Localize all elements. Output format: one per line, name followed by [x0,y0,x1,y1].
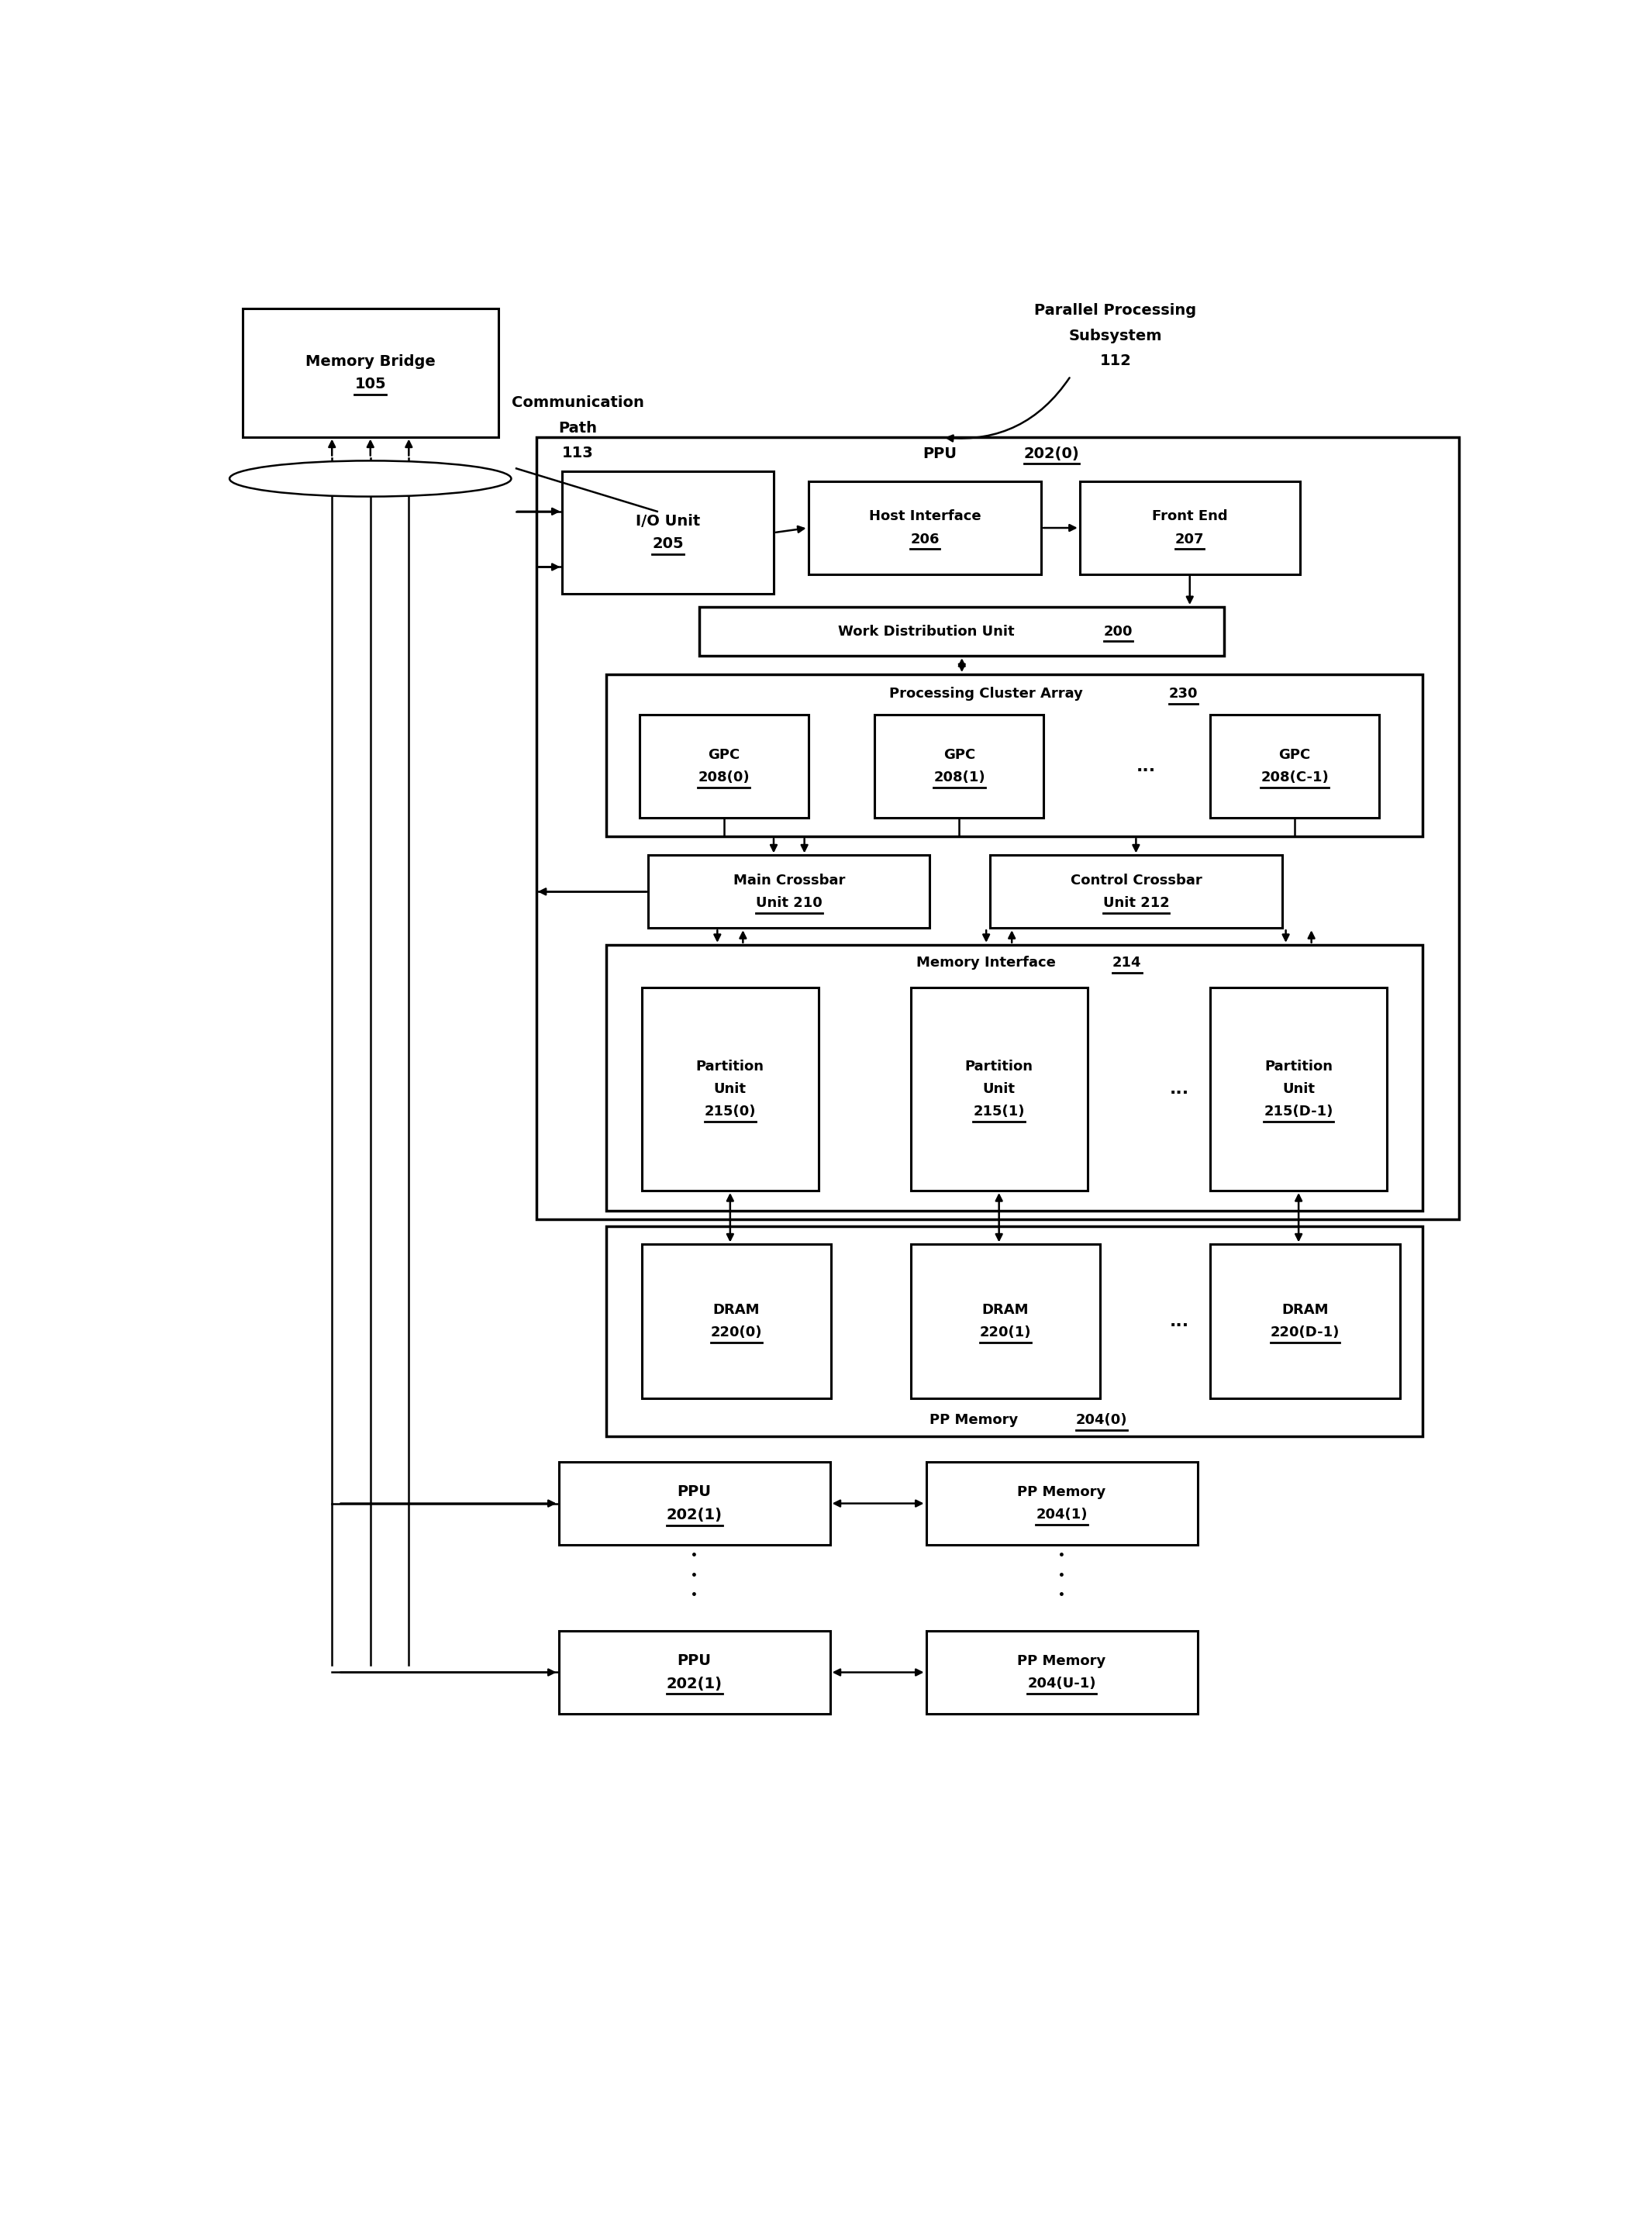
Text: 113: 113 [562,445,593,460]
Text: 220(1): 220(1) [980,1326,1031,1339]
Text: 215(1): 215(1) [973,1104,1024,1120]
Text: 220(0): 220(0) [710,1326,762,1339]
Text: 215(0): 215(0) [704,1104,757,1120]
Text: Front End: Front End [1151,509,1227,524]
Text: 230: 230 [1170,686,1198,702]
Bar [606,675,1422,837]
Text: Main Crossbar: Main Crossbar [733,874,844,887]
Text: 204(1): 204(1) [1036,1507,1087,1523]
Text: GPC: GPC [1279,748,1310,761]
Text: Subsystem: Subsystem [1069,328,1163,343]
Text: GPC: GPC [943,748,975,761]
Bar [562,471,773,593]
Bar [990,854,1282,927]
Text: PPU: PPU [677,1653,712,1669]
Text: Control Crossbar: Control Crossbar [1070,874,1201,887]
Bar [1211,715,1379,817]
Bar [910,1244,1100,1399]
Text: 208(1): 208(1) [933,770,985,786]
Text: Unit 212: Unit 212 [1104,896,1170,910]
Text: Processing Cluster Array: Processing Cluster Array [889,686,1084,702]
Text: Path: Path [558,420,596,436]
Ellipse shape [230,460,510,496]
Text: DRAM: DRAM [981,1303,1029,1317]
Text: Work Distribution Unit: Work Distribution Unit [838,624,1014,637]
Text: 214: 214 [1112,956,1142,969]
Bar [808,482,1041,573]
Text: Parallel Processing: Parallel Processing [1034,303,1196,319]
Text: •: • [691,1551,697,1562]
Bar [643,987,818,1191]
Bar [558,1463,829,1545]
Text: 202(1): 202(1) [666,1675,722,1691]
Text: PP Memory: PP Memory [1018,1653,1107,1669]
Text: 202(0): 202(0) [1024,447,1079,460]
Text: DRAM: DRAM [1282,1303,1328,1317]
Text: 207: 207 [1175,533,1204,547]
Text: Communication: Communication [512,396,644,409]
Bar [606,945,1422,1211]
Text: Partition: Partition [1264,1060,1333,1073]
Text: 215(D-1): 215(D-1) [1264,1104,1333,1120]
Text: 220(D-1): 220(D-1) [1270,1326,1340,1339]
Text: •: • [1059,1589,1066,1600]
Bar [639,715,808,817]
Bar [1080,482,1300,573]
Text: PPU: PPU [923,447,957,460]
Text: ...: ... [1170,1315,1189,1330]
Text: 204(U-1): 204(U-1) [1028,1677,1095,1691]
Text: 202(1): 202(1) [666,1507,722,1523]
Text: 200: 200 [1104,624,1133,637]
Text: 208(C-1): 208(C-1) [1260,770,1328,786]
Text: PP Memory: PP Memory [928,1412,1018,1427]
Text: Unit: Unit [1282,1082,1315,1095]
Bar [537,438,1459,1219]
Bar [876,715,1044,817]
Text: Unit: Unit [983,1082,1016,1095]
Bar [606,1226,1422,1436]
Text: •: • [1059,1571,1066,1580]
Text: 206: 206 [910,533,940,547]
Text: ...: ... [1137,759,1156,775]
Text: ...: ... [1170,1082,1189,1098]
Bar [648,854,930,927]
Bar [558,1631,829,1713]
Bar [243,308,499,436]
Text: •: • [691,1589,697,1600]
Text: Unit 210: Unit 210 [757,896,823,910]
Text: Host Interface: Host Interface [869,509,981,524]
Text: DRAM: DRAM [714,1303,760,1317]
Text: 208(0): 208(0) [697,770,750,786]
Text: Memory Interface: Memory Interface [917,956,1056,969]
Bar [927,1631,1198,1713]
Text: Partition: Partition [695,1060,765,1073]
Text: Partition: Partition [965,1060,1032,1073]
Text: PPU: PPU [677,1485,712,1500]
Text: Unit: Unit [714,1082,747,1095]
Text: PP Memory: PP Memory [1018,1485,1107,1498]
Bar [910,987,1087,1191]
Text: 204(0): 204(0) [1075,1412,1127,1427]
Text: 112: 112 [1100,354,1132,367]
Text: I/O Unit: I/O Unit [636,513,700,529]
Bar [1211,1244,1399,1399]
Text: GPC: GPC [707,748,740,761]
Text: 205: 205 [653,536,684,551]
Bar [1211,987,1388,1191]
Text: Memory Bridge: Memory Bridge [306,354,436,370]
Bar [699,606,1224,655]
Bar [643,1244,831,1399]
Bar [927,1463,1198,1545]
Text: •: • [691,1571,697,1580]
Text: •: • [1059,1551,1066,1562]
Text: 105: 105 [355,376,387,392]
